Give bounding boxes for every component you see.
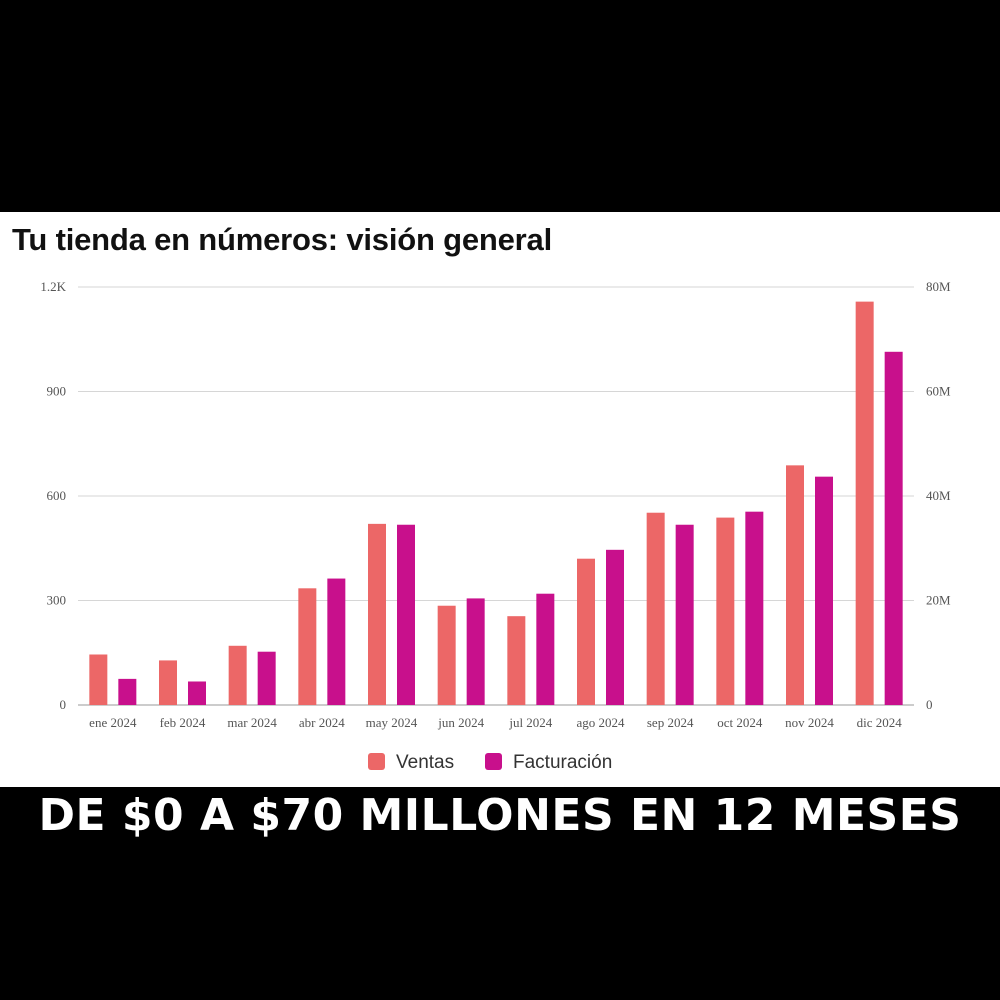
x-tick-label: may 2024 — [366, 715, 418, 730]
y-left-tick-label: 900 — [47, 384, 67, 399]
x-tick-label: ago 2024 — [576, 715, 625, 730]
bar-ventas — [437, 605, 456, 705]
x-tick-label: feb 2024 — [160, 715, 206, 730]
x-axis: ene 2024 feb 2024 mar 2024 abr 2024 may 2024… — [89, 715, 902, 730]
bar-facturacion — [397, 524, 415, 705]
x-tick-label: jun 2024 — [437, 715, 484, 730]
x-tick-label: sep 2024 — [647, 715, 694, 730]
x-tick-label: mar 2024 — [227, 715, 277, 730]
bar-facturacion — [257, 651, 276, 705]
right-y-axis: 0 20M 40M 60M 80M — [926, 279, 951, 712]
bar-facturacion — [466, 598, 485, 705]
y-right-tick-label: 60M — [926, 384, 951, 399]
y-right-tick-label: 0 — [926, 697, 933, 712]
bar-ventas — [298, 588, 317, 705]
chart-title: Tu tienda en números: visión general — [12, 222, 552, 257]
legend-label: Ventas — [396, 752, 454, 773]
y-right-tick-label: 40M — [926, 488, 951, 503]
bar-facturacion — [188, 681, 206, 705]
y-left-tick-label: 600 — [47, 488, 67, 503]
bar-ventas — [577, 558, 595, 705]
bar-ventas — [716, 517, 735, 705]
headline-caption: DE $0 A $70 MILLONES EN 12 MESES — [38, 790, 962, 841]
bar-facturacion — [606, 549, 624, 705]
x-tick-label: jul 2024 — [508, 715, 552, 730]
bar-ventas — [159, 660, 177, 705]
bar-ventas — [646, 512, 665, 705]
y-left-tick-label: 300 — [47, 593, 67, 608]
bar-ventas — [786, 465, 804, 705]
bar-ventas — [507, 616, 526, 705]
bars — [89, 301, 903, 705]
y-right-tick-label: 80M — [926, 279, 951, 294]
legend-swatch — [485, 753, 502, 770]
bar-ventas — [89, 654, 108, 705]
bar-facturacion — [884, 351, 903, 705]
x-tick-label: abr 2024 — [299, 715, 345, 730]
legend-swatch — [368, 753, 385, 770]
bar-facturacion — [675, 524, 694, 705]
gridlines — [78, 286, 914, 706]
x-tick-label: oct 2024 — [717, 715, 763, 730]
bar-facturacion — [745, 511, 764, 705]
y-left-tick-label: 1.2K — [40, 279, 66, 294]
x-tick-label: ene 2024 — [89, 715, 137, 730]
y-left-tick-label: 0 — [60, 697, 67, 712]
y-right-tick-label: 20M — [926, 593, 951, 608]
bar-ventas — [855, 301, 874, 705]
bar-facturacion — [327, 578, 346, 705]
legend-label: Facturación — [513, 752, 612, 773]
bar-facturacion — [536, 593, 555, 705]
legend: Ventas Facturación — [368, 752, 612, 773]
bar-ventas — [368, 523, 386, 705]
bar-facturacion — [118, 678, 137, 705]
bar-facturacion — [815, 476, 833, 705]
left-y-axis: 0 300 600 900 1.2K — [40, 279, 66, 712]
bar-ventas — [228, 645, 247, 705]
x-tick-label: nov 2024 — [785, 715, 834, 730]
x-tick-label: dic 2024 — [857, 715, 903, 730]
